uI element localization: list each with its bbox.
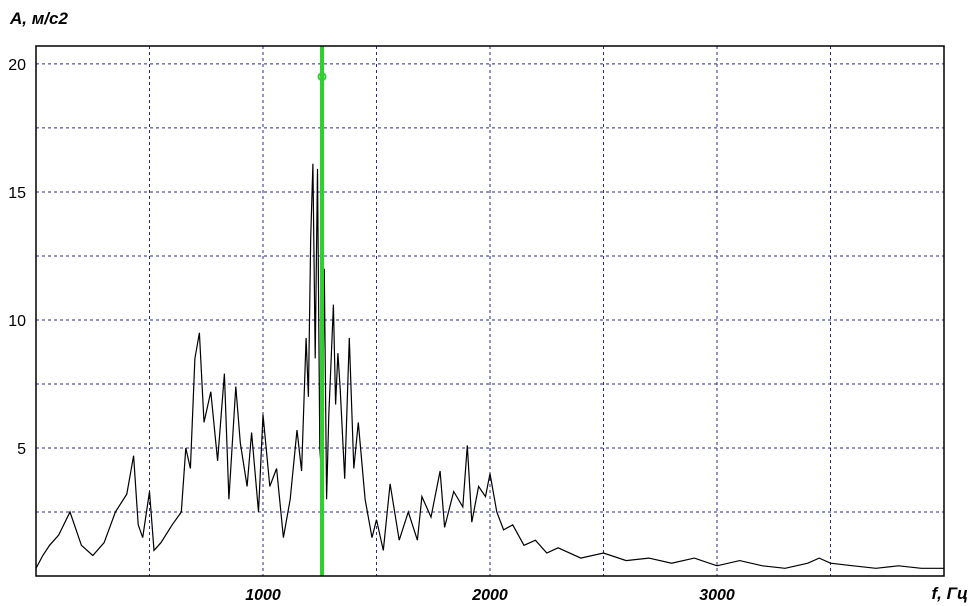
plot-border — [35, 45, 945, 577]
y-tick-label: 5 — [17, 441, 26, 458]
x-tick-label: 3000 — [699, 587, 735, 604]
x-tick-label: 1000 — [245, 587, 281, 604]
cursor-marker-point[interactable] — [317, 72, 327, 82]
y-axis-title: A, м/с2 — [9, 9, 68, 28]
x-axis-ticks: 1000 2000 3000 — [245, 587, 735, 604]
x-tick-label: 2000 — [471, 587, 508, 604]
y-tick-label: 20 — [8, 57, 26, 74]
y-tick-label: 15 — [8, 185, 26, 202]
grid — [36, 46, 944, 576]
x-axis-title: f, Гц — [931, 584, 968, 603]
series-line-amplitude — [35, 163, 944, 569]
y-axis-ticks: 5 10 15 20 — [8, 57, 26, 458]
y-tick-label: 10 — [8, 313, 26, 330]
